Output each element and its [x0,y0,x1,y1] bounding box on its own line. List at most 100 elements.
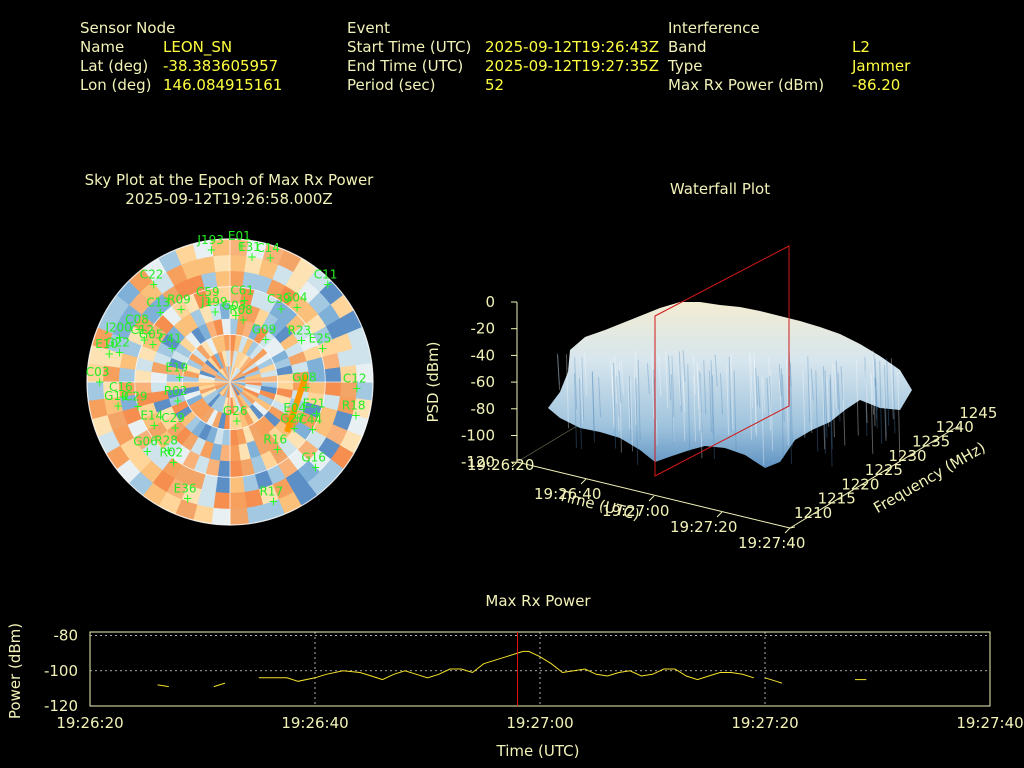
waterfall-z-label: PSD (dBm) [424,341,442,422]
waterfall-freq-tick-label: 1245 [959,404,997,422]
satellite-plus: + [352,382,362,396]
waterfall-freq-tick-label: 1220 [841,475,879,493]
waterfall-streak [651,351,655,419]
satellite-marker: +C29 [161,411,185,435]
satellite-plus: + [265,251,275,265]
waterfall-streak [668,355,672,401]
sky-heatmap-cell [229,460,243,478]
satellite-label: G06 [133,434,158,448]
waterfall-streak [580,355,584,424]
waterfall-freq-tick [837,497,843,500]
satellite-plus: + [292,301,302,315]
waterfall-streak [864,378,868,424]
satellite-label: J200 [105,320,132,334]
waterfall-streak [628,375,632,441]
satellite-plus: + [292,411,302,425]
satellite-plus: + [231,309,241,323]
waterfall-streak [658,355,662,397]
satellite-marker: +C44 [299,413,323,437]
waterfall-streak [815,370,819,452]
waterfall-streak [637,359,641,440]
waterfall-streak [671,356,675,443]
satellite-marker: +C03 [86,365,110,389]
sky-grid [86,238,374,526]
power-chart-ticks: 19:26:20 19:26:40 19:27:00 19:27:20 19:27:40… [44,627,1024,732]
waterfall-streak [807,356,811,423]
power-chart-x-tick-label: 19:26:40 [281,714,348,732]
satellite-label: G05 [139,327,164,341]
satellite-label: E19 [165,361,188,375]
sensor-name-value: LEON_SN [163,38,233,56]
satellite-label: C16 [109,380,133,394]
satellite-marker: +C11 [314,267,338,291]
sky-heatmap [87,239,373,525]
satellite-label: G26 [223,404,248,418]
waterfall-streak [573,373,577,448]
satellite-label: G27 [280,412,305,426]
waterfall-streak [864,357,868,437]
interference-band-value: L2 [852,38,870,56]
satellite-plus: + [114,345,124,359]
satellite-plus: + [310,460,320,474]
waterfall-plot: 0-20-40-60-80-100-12019:26:2019:26:4019:… [424,245,997,552]
satellite-plus: + [104,347,114,361]
satellite-marker: +C12 [130,323,154,347]
satellite-plus: + [134,323,144,337]
satellite-label: G08 [292,370,317,384]
satellite-marker: +E19 [165,361,188,385]
waterfall-streak [614,355,618,404]
satellite-markers: +J193 +E01+E31+C14+C11+C22+C13+R09 +C59+G0… [86,229,367,509]
waterfall-streak [654,374,658,446]
satellite-marker: +C08 [125,313,149,337]
satellite-marker: +E10 [95,337,118,361]
satellite-plus: + [238,313,248,327]
waterfall-streak [699,372,703,433]
satellite-marker: +E36 [174,481,197,505]
waterfall-z-tick-label: -60 [471,373,496,391]
waterfall-streak [766,378,770,417]
satellite-label: R16 [263,433,287,447]
satellite-label: R08 [229,303,253,317]
waterfall-streak [613,363,617,449]
waterfall-epoch-plane [654,245,790,477]
waterfall-freq-tick-label: 1240 [936,418,974,436]
satellite-plus: + [174,371,184,385]
satellite-plus: + [210,305,220,319]
satellite-label: J199 [200,295,227,309]
sky-heatmap-cell [229,254,247,273]
waterfall-streak [646,363,650,395]
waterfall-streak [665,350,669,408]
waterfall-streak [584,352,588,396]
waterfall-streak [831,363,835,438]
skyplot-epoch: 2025-09-12T19:26:58.000Z [125,190,333,208]
interference-direction-marker [284,374,309,433]
event-title: Event [347,19,390,37]
waterfall-streak [682,349,686,383]
waterfall-z-tick-label: 0 [485,293,495,311]
waterfall-streak [565,354,569,429]
power-chart-x-tick-label: 19:26:20 [56,714,123,732]
satellite-marker: +G03 [222,299,247,323]
satellite-marker: +E01 [228,229,251,253]
power-series-segment [764,677,783,684]
waterfall-streak [591,371,595,433]
waterfall-streak [864,370,868,403]
waterfall-streak [874,378,878,410]
waterfall-streak [837,372,841,422]
satellite-plus: + [148,337,158,351]
waterfall-streak [610,358,614,397]
waterfall-streak [682,375,686,412]
satellite-marker: +R02 [159,446,183,470]
waterfall-streak [883,365,887,438]
waterfall-streak [835,360,839,410]
satellite-plus: + [139,333,149,347]
sensor-lon-label: Lon (deg) [80,76,152,94]
power-chart-x-tick-label: 19:27:20 [731,714,798,732]
waterfall-streak [788,375,792,464]
satellite-plus: + [170,421,180,435]
waterfall-streak [755,367,759,406]
event-start-label: Start Time (UTC) [347,38,472,56]
satellite-label: C08 [125,313,149,327]
waterfall-streak [810,368,814,401]
waterfall-streak [678,351,682,413]
